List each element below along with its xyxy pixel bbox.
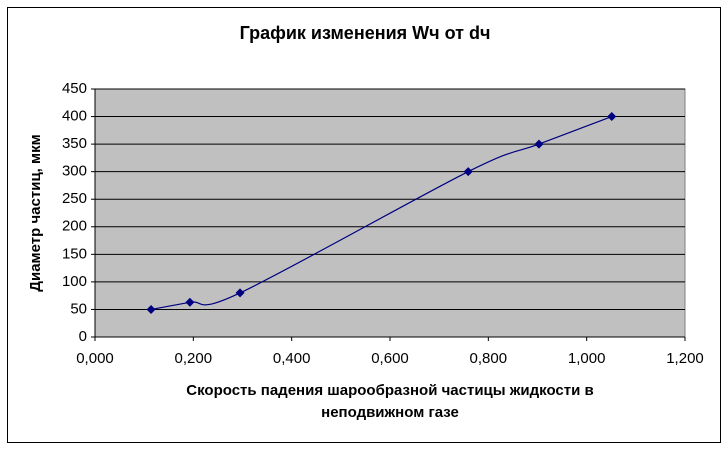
data-point (607, 112, 617, 122)
x-tick-label: 0,800 (470, 350, 508, 367)
x-tick-label: 0,600 (371, 350, 409, 367)
x-tick-label: 1,200 (666, 350, 704, 367)
y-tick-label: 250 (62, 190, 87, 207)
y-axis-label: Диаметр частиц, мкм (27, 134, 44, 291)
x-axis-label: неподвижном газе (321, 404, 459, 421)
data-point (235, 288, 245, 298)
x-tick-label: 0,000 (76, 350, 114, 367)
y-tick-label: 50 (70, 300, 87, 317)
x-tick-label: 0,200 (175, 350, 213, 367)
data-point (463, 167, 473, 177)
y-tick-label: 0 (79, 328, 87, 345)
y-tick-label: 350 (62, 135, 87, 152)
y-tick-label: 150 (62, 245, 87, 262)
data-point (534, 139, 544, 149)
chart-title: График изменения Wч от dч (240, 23, 491, 43)
y-tick-label: 100 (62, 273, 87, 290)
data-point (185, 297, 195, 307)
y-tick-label: 200 (62, 218, 87, 235)
y-tick-label: 400 (62, 108, 87, 125)
y-tick-label: 300 (62, 163, 87, 180)
x-tick-label: 1,000 (568, 350, 606, 367)
data-point (146, 304, 156, 314)
x-tick-label: 0,400 (273, 350, 311, 367)
y-tick-label: 450 (62, 80, 87, 97)
x-axis-label: Скорость падения шарообразной частицы жи… (186, 382, 593, 399)
